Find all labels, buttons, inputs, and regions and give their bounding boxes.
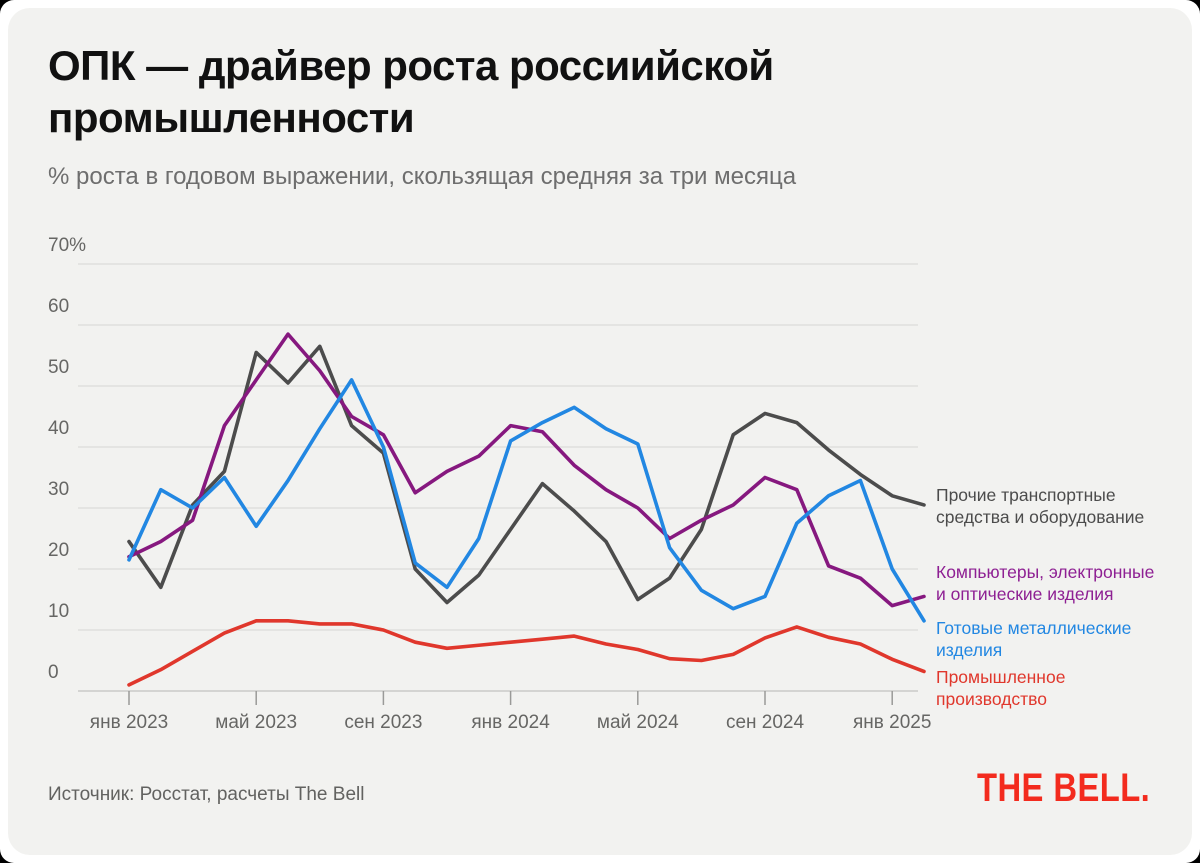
series-line — [127, 332, 926, 608]
y-tick-label: 20 — [48, 540, 70, 561]
x-tick-label: янв 2025 — [852, 712, 932, 733]
x-tick-label: май 2024 — [596, 712, 679, 733]
legend-item-line: Готовые металлические — [936, 618, 1132, 638]
legend-item-line: Компьютеры, электронные — [936, 562, 1155, 582]
legend-item: Компьютеры, электронные и оптические изде… — [936, 561, 1176, 605]
y-tick-label: 50 — [48, 357, 70, 378]
y-tick-label: 0 — [48, 662, 59, 683]
x-tick-label: май 2023 — [215, 712, 298, 733]
legend-item: Прочие транспортные средства и оборудован… — [936, 484, 1176, 528]
x-tick-label: янв 2024 — [471, 712, 550, 733]
legend-item-line: производство — [936, 689, 1047, 709]
series-line — [127, 344, 926, 605]
x-tick-label: сен 2023 — [344, 712, 423, 733]
source-note: Источник: Росстат, расчеты The Bell — [48, 784, 365, 805]
y-tick-label: 40 — [48, 418, 70, 439]
legend-item: Промышленное производство — [936, 666, 1176, 710]
legend-item-line: Промышленное — [936, 667, 1066, 687]
y-tick-label: 60 — [48, 296, 70, 317]
legend-item-line: изделия — [936, 640, 1003, 660]
the-bell-logo: THE BELL. — [976, 766, 1150, 810]
legend-item: Готовые металлические изделия — [936, 617, 1176, 661]
chart-card — [8, 8, 1192, 855]
y-tick-label: 30 — [48, 479, 70, 500]
y-tick-label: 70% — [48, 235, 87, 256]
x-tick-label: сен 2024 — [725, 712, 805, 733]
chart-subtitle: % роста в годовом выражении, скользящая … — [48, 163, 797, 190]
series-line — [127, 378, 926, 623]
legend-item-line: и оптические изделия — [936, 584, 1114, 604]
series-line — [127, 619, 926, 687]
x-tick-label: янв 2023 — [89, 712, 169, 733]
page-title: ОПК — драйвер роста россиийской промышле… — [48, 42, 774, 141]
legend-item-line: средства и оборудование — [936, 507, 1145, 527]
y-tick-label: 10 — [48, 601, 70, 622]
legend-item-line: Прочие транспортные — [936, 485, 1116, 505]
